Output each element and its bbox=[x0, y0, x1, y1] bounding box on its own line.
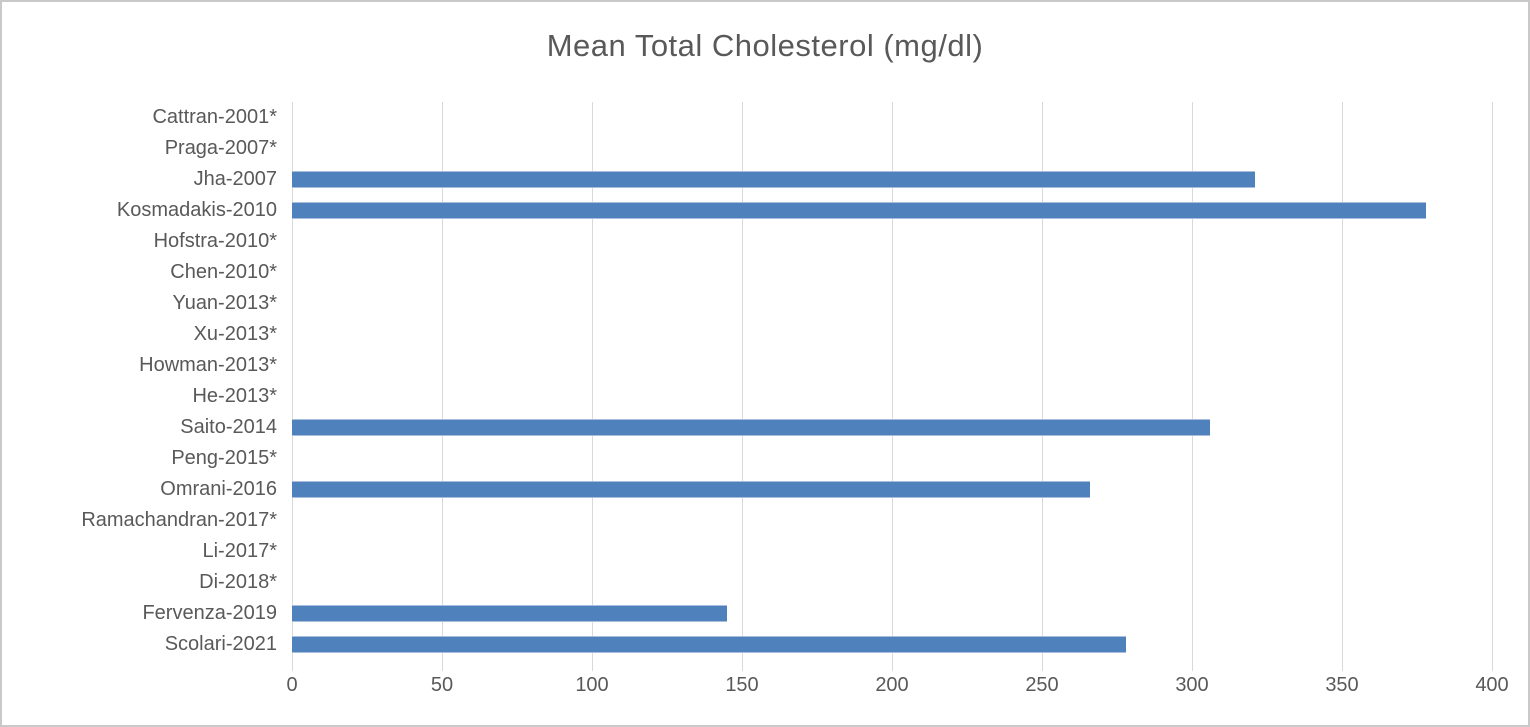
bar bbox=[292, 636, 1126, 653]
x-axis-tick-mark bbox=[1342, 660, 1343, 671]
gridline bbox=[1042, 102, 1043, 660]
x-tick-label: 350 bbox=[1325, 674, 1359, 696]
x-tick-label: 300 bbox=[1175, 674, 1209, 696]
y-axis-label: Praga-2007* bbox=[164, 137, 277, 159]
gridline bbox=[742, 102, 743, 660]
y-axis-label: Di-2018* bbox=[199, 571, 277, 593]
y-axis-label: Xu-2013* bbox=[193, 323, 277, 345]
x-tick-label: 50 bbox=[430, 674, 454, 696]
x-axis-tick-mark bbox=[892, 660, 893, 671]
plot-area bbox=[292, 102, 1493, 671]
y-axis-labels: Cattran-2001* Praga-2007* Jha-2007 Kosmadak… bbox=[2, 102, 285, 660]
gridline bbox=[592, 102, 593, 660]
bar bbox=[292, 419, 1210, 436]
x-axis-tick-labels: 0 50 100 150 200 250 300 350 400 bbox=[286, 674, 1508, 700]
y-axis-label: Scolari-2021 bbox=[164, 633, 277, 655]
x-axis-tick-mark bbox=[1192, 660, 1193, 671]
y-axis-label: Peng-2015* bbox=[171, 447, 277, 469]
x-tick-label: 400 bbox=[1475, 674, 1509, 696]
y-axis-label: Chen-2010* bbox=[170, 261, 277, 283]
x-axis-tick-mark bbox=[742, 660, 743, 671]
y-axis-label: Saito-2014 bbox=[180, 416, 277, 438]
gridline bbox=[1342, 102, 1343, 660]
y-axis-label: Yuan-2013* bbox=[172, 292, 277, 314]
gridline bbox=[292, 102, 293, 660]
x-axis-tick-mark bbox=[1042, 660, 1043, 671]
gridline bbox=[442, 102, 443, 660]
bar bbox=[292, 202, 1426, 219]
y-axis-label: Jha-2007 bbox=[193, 168, 277, 190]
x-axis-tick-mark bbox=[592, 660, 593, 671]
x-tick-label: 0 bbox=[286, 674, 298, 696]
x-tick-label: 250 bbox=[1025, 674, 1059, 696]
gridline bbox=[1192, 102, 1193, 660]
x-tick-label: 100 bbox=[575, 674, 609, 696]
x-axis-tick-mark bbox=[292, 660, 293, 671]
y-axis-label: Fervenza-2019 bbox=[142, 602, 277, 624]
y-axis-label: Cattran-2001* bbox=[152, 106, 277, 128]
y-axis-label: Kosmadakis-2010 bbox=[116, 199, 277, 221]
bar bbox=[292, 605, 727, 622]
y-axis-label: Hofstra-2010* bbox=[153, 230, 277, 252]
gridline bbox=[1492, 102, 1493, 660]
x-tick-label: 150 bbox=[725, 674, 759, 696]
y-axis-label: Ramachandran-2017* bbox=[81, 509, 277, 531]
x-axis-tick-mark bbox=[442, 660, 443, 671]
y-axis-label: Howman-2013* bbox=[139, 354, 277, 376]
y-axis-label: Omrani-2016 bbox=[160, 478, 277, 500]
x-tick-label: 200 bbox=[875, 674, 909, 696]
x-axis-tick-mark bbox=[1492, 660, 1493, 671]
chart-title: Mean Total Cholesterol (mg/dl) bbox=[546, 28, 984, 63]
bar bbox=[292, 171, 1255, 188]
y-axis-label: Li-2017* bbox=[202, 540, 277, 562]
y-axis-label: He-2013* bbox=[192, 385, 277, 407]
gridline bbox=[892, 102, 893, 660]
bar bbox=[292, 481, 1090, 498]
